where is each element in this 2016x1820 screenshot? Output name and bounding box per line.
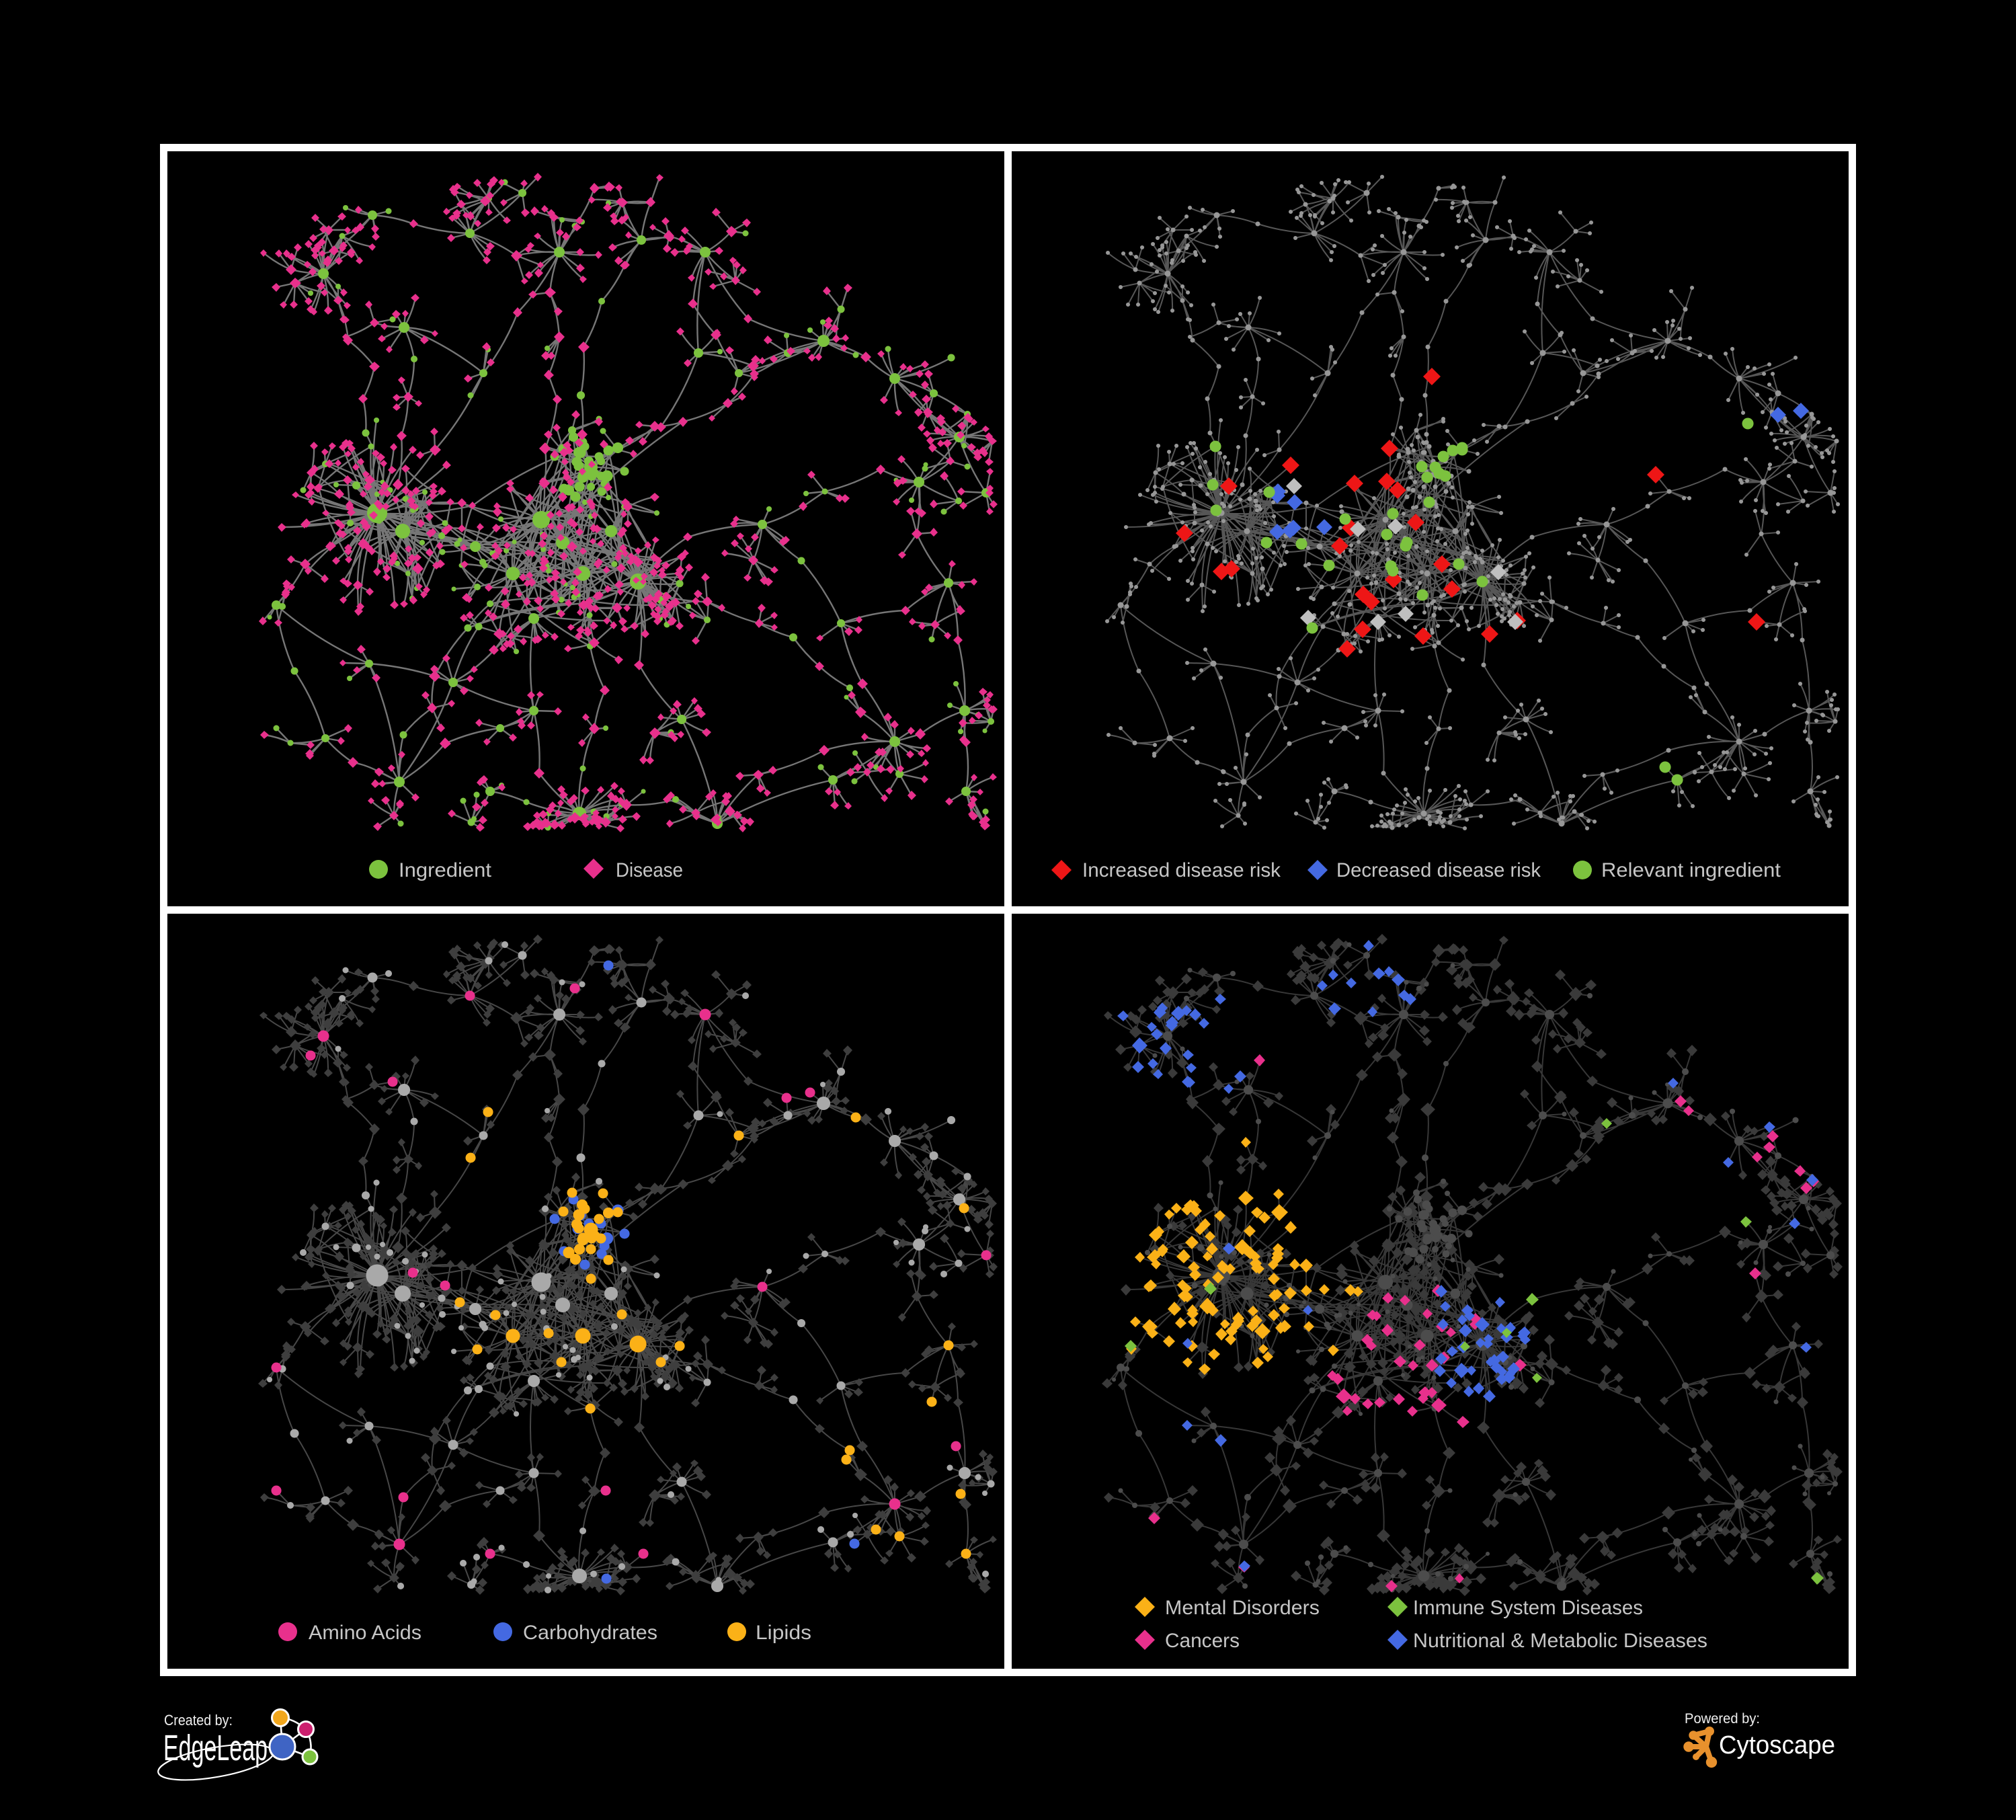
svg-text:Relevant ingredient: Relevant ingredient — [1601, 859, 1781, 881]
svg-text:Lipids: Lipids — [756, 1622, 811, 1644]
svg-text:Nutritional & Metabolic Diseas: Nutritional & Metabolic Diseases — [1413, 1630, 1707, 1652]
svg-text:Created by:: Created by: — [164, 1712, 233, 1729]
svg-text:Decreased disease risk: Decreased disease risk — [1336, 859, 1541, 881]
svg-text:Cytoscape: Cytoscape — [1719, 1731, 1835, 1759]
svg-text:Immune System Diseases: Immune System Diseases — [1413, 1597, 1643, 1619]
svg-text:Amino Acids: Amino Acids — [309, 1622, 421, 1644]
svg-text:Powered by:: Powered by: — [1685, 1711, 1760, 1727]
svg-text:Cancers: Cancers — [1165, 1630, 1240, 1652]
svg-text:Ingredient: Ingredient — [399, 859, 492, 881]
svg-text:Carbohydrates: Carbohydrates — [523, 1622, 657, 1644]
svg-text:Disease: Disease — [616, 859, 683, 881]
svg-text:EdgeLeap: EdgeLeap — [163, 1728, 268, 1768]
svg-text:Increased disease risk: Increased disease risk — [1082, 859, 1281, 881]
svg-text:Mental Disorders: Mental Disorders — [1165, 1597, 1320, 1619]
